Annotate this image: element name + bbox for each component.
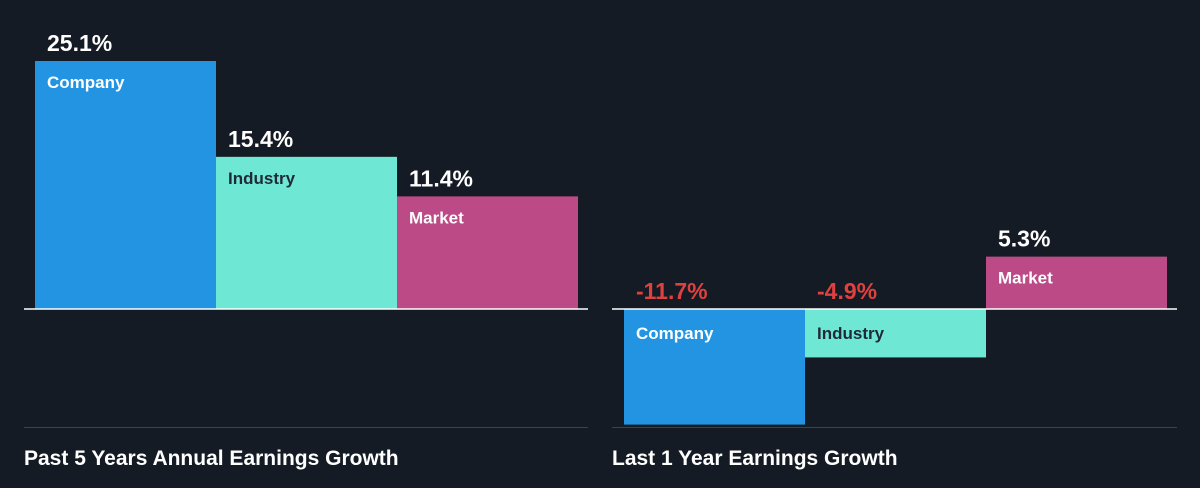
bar-industry — [216, 156, 397, 309]
value-label-market: 11.4% — [409, 165, 473, 191]
bar-label-market: Market — [409, 208, 464, 227]
bar-label-industry: Industry — [228, 169, 296, 188]
bar-label-market: Market — [998, 269, 1053, 288]
chart-title: Past 5 Years Annual Earnings Growth — [24, 447, 399, 470]
bar-industry — [805, 309, 986, 358]
last-1-year-chart: Last 1 Year Earnings Growth Company -11.7… — [612, 226, 1177, 470]
bar-label-company: Company — [47, 73, 125, 92]
value-label-industry: 15.4% — [228, 126, 293, 152]
value-label-market: 5.3% — [998, 226, 1050, 252]
bar-company — [624, 309, 805, 425]
bar-market — [986, 256, 1167, 309]
bar-company — [35, 61, 216, 309]
value-label-industry: -4.9% — [817, 278, 877, 304]
value-label-company: 25.1% — [47, 30, 112, 56]
past-5-years-chart: Past 5 Years Annual Earnings Growth Comp… — [24, 30, 588, 470]
value-label-company: -11.7% — [636, 278, 708, 304]
bar-market — [397, 196, 578, 309]
chart-title: Last 1 Year Earnings Growth — [612, 447, 898, 470]
bar-label-industry: Industry — [817, 324, 885, 343]
bar-label-company: Company — [636, 324, 714, 343]
